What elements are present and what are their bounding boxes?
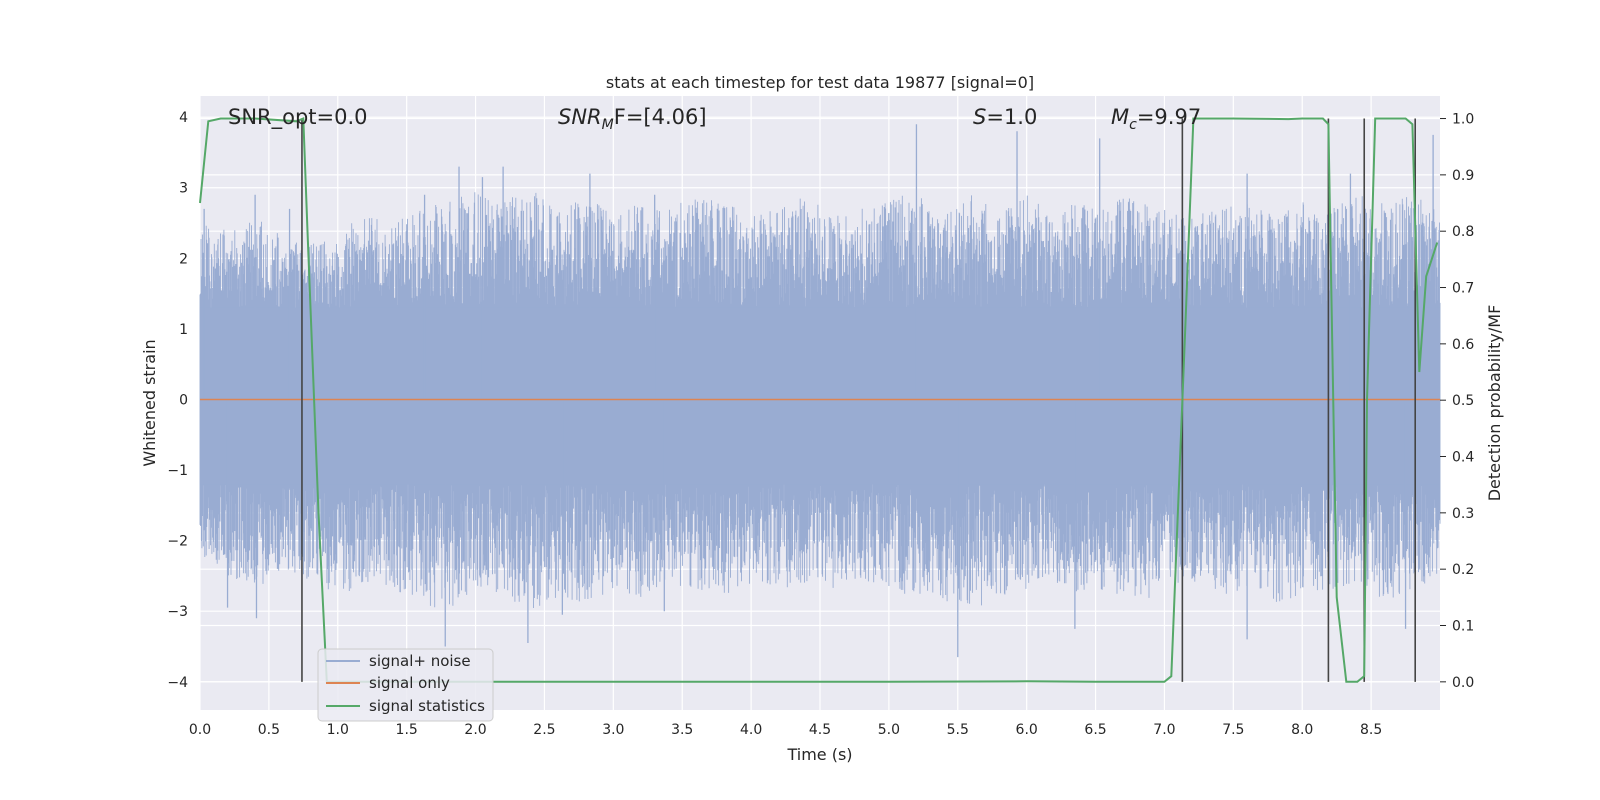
right-y-axis-ticks: 1.0 0.9 0.8 0.7 0.6 0.5 0.4 0.3 0.2 0.1 0.0 (1440, 112, 1474, 691)
x-tick-label: 2.5 (533, 722, 555, 738)
x-tick-label: 3.0 (602, 722, 624, 738)
x-tick-label: 3.5 (671, 722, 693, 738)
right-y-tick-label: 0.4 (1452, 450, 1474, 466)
left-y-tick-label: −2 (167, 534, 188, 550)
legend[interactable]: signal+ noise signal only signal statist… (317, 648, 494, 722)
right-y-tick-label: 0.0 (1452, 675, 1474, 691)
legend-label-noise: signal+ noise (369, 652, 471, 670)
right-y-tick-label: 0.2 (1452, 562, 1474, 578)
right-y-tick-label: 0.3 (1452, 506, 1474, 522)
annotation-mc-sub: c (1129, 117, 1137, 133)
right-y-tick-label: 0.7 (1452, 281, 1474, 297)
legend-box (317, 648, 494, 722)
annotation-s: S=1.0 (973, 105, 1037, 129)
left-y-axis-ticks: 4 3 2 1 0 −1 −2 −3 −4 (167, 110, 188, 691)
left-y-tick-label: 4 (179, 110, 188, 126)
annotation-snr-mf-main: SNR (558, 105, 602, 129)
signal-statistics-series (199, 117, 1439, 683)
left-y-tick-label: −3 (167, 604, 188, 620)
x-tick-label: 6.0 (1016, 722, 1038, 738)
x-tick-label: 1.5 (396, 722, 418, 738)
left-y-tick-label: 2 (179, 251, 188, 267)
left-y-tick-label: 1 (179, 322, 188, 338)
annotation-mc: Mc=9.97 (1111, 105, 1201, 133)
right-y-tick-label: 0.8 (1452, 224, 1474, 240)
x-tick-label: 6.5 (1084, 722, 1106, 738)
chart-title: stats at each timestep for test data 198… (606, 73, 1034, 92)
right-y-tick-label: 0.1 (1452, 619, 1474, 635)
annotation-snr-mf-rest: F=[4.06] (614, 105, 707, 129)
left-y-tick-label: 0 (179, 392, 188, 408)
right-y-axis-label: Detection probability/MF (1485, 305, 1504, 502)
x-tick-label: 2.0 (464, 722, 486, 738)
right-y-tick-label: 1.0 (1452, 112, 1474, 128)
signal-statistics-line (199, 117, 1439, 683)
annotation-snr-opt: SNR_opt=0.0 (228, 105, 368, 130)
signal-noise-core (200, 307, 1440, 485)
x-tick-label: 0.0 (189, 722, 211, 738)
left-y-tick-label: −4 (167, 675, 188, 691)
x-tick-label: 8.0 (1291, 722, 1313, 738)
annotation-mc-rest: =9.97 (1137, 105, 1201, 129)
x-tick-label: 4.5 (809, 722, 831, 738)
x-tick-label: 4.0 (740, 722, 762, 738)
legend-label-signal: signal only (369, 674, 450, 692)
x-tick-label: 7.5 (1222, 722, 1244, 738)
signal-noise-series (199, 124, 1441, 658)
x-tick-label: 5.5 (947, 722, 969, 738)
annotation-s-rest: =1.0 (986, 105, 1037, 129)
annotation-snr-mf-sub: M (602, 117, 614, 133)
x-tick-label: 1.0 (327, 722, 349, 738)
x-tick-label: 0.5 (258, 722, 280, 738)
right-y-tick-label: 0.9 (1452, 168, 1474, 184)
x-tick-label: 8.5 (1360, 722, 1382, 738)
x-tick-label: 7.0 (1153, 722, 1175, 738)
left-y-tick-label: −1 (167, 463, 188, 479)
annotations: SNR_opt=0.0 SNRMF=[4.06] S=1.0 Mc=9.97 (228, 105, 1201, 133)
legend-label-statistics: signal statistics (369, 697, 485, 715)
annotation-mc-main: M (1111, 105, 1129, 129)
annotation-s-main: S (973, 105, 986, 129)
left-y-axis-label: Whitened strain (140, 339, 159, 466)
plot-area (199, 96, 1441, 710)
x-axis-ticks: 0.0 0.5 1.0 1.5 2.0 2.5 3.0 3.5 4.0 4.5 5.0 5.5 6.0 6… (189, 722, 1382, 738)
right-y-tick-label: 0.5 (1452, 393, 1474, 409)
x-tick-label: 5.0 (878, 722, 900, 738)
left-y-tick-label: 3 (179, 181, 188, 197)
annotation-snr-mf: SNRMF=[4.06] (558, 105, 707, 133)
x-axis-label: Time (s) (786, 745, 852, 764)
right-y-tick-label: 0.6 (1452, 337, 1474, 353)
